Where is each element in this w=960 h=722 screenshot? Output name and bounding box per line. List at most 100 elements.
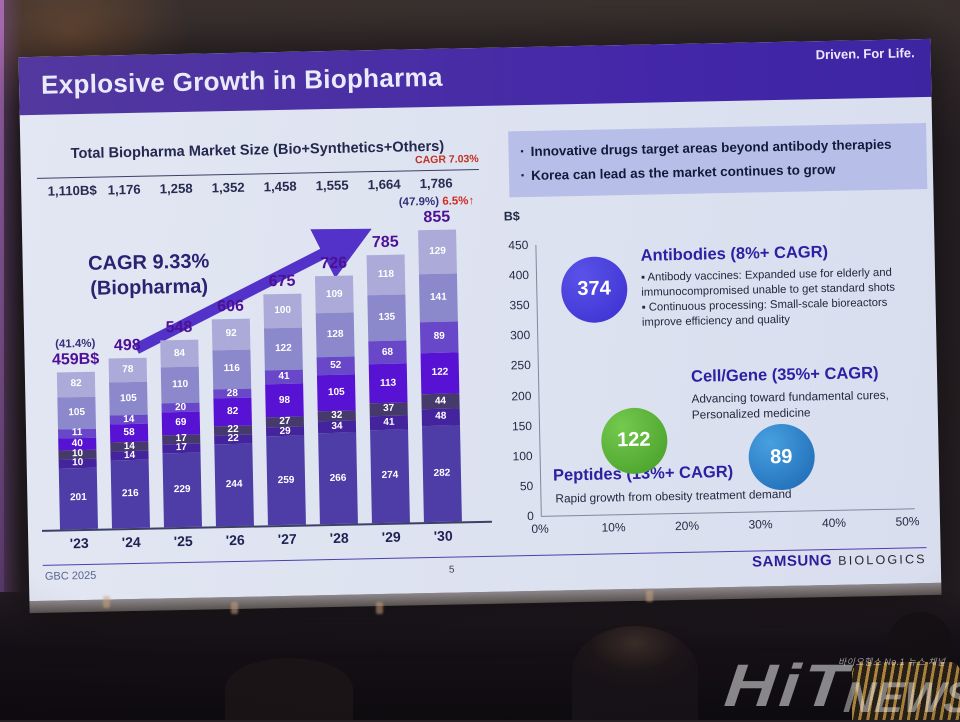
- stage-left-edge-glow: [0, 0, 22, 640]
- market-cagr-label: CAGR 7.03%: [414, 152, 479, 167]
- stacked-bar: 84 110 20 69 17 17 229: [160, 339, 202, 528]
- bar-segment: 118: [366, 254, 406, 296]
- bar-segment: 259: [266, 436, 306, 526]
- bar-year-label: '28: [329, 529, 349, 547]
- bar-segment: 113: [368, 363, 408, 404]
- footer-page-number: 5: [448, 564, 455, 576]
- bar-segment: 44: [421, 393, 460, 410]
- key-message-2-text: Korea can lead as the market continues t…: [531, 161, 836, 183]
- stacked-bar: 78 105 14 58 14 14 216: [108, 357, 150, 529]
- stacked-bar: 100 122 41 98 27 29 259: [263, 293, 306, 526]
- bubble-cellgene: 89: [747, 423, 815, 492]
- bar-year-label: '23: [69, 534, 89, 552]
- stage-light-dot: [231, 602, 238, 614]
- annotation-antibodies-body: ▪ Antibody vaccines: Expanded use for el…: [641, 265, 926, 331]
- key-message-1: ▪ Innovative drugs target areas beyond a…: [520, 137, 914, 161]
- bar-segment: 128: [315, 312, 355, 358]
- bubble-x-tick: 0%: [531, 521, 549, 537]
- bubble-peptides: 122: [600, 406, 668, 475]
- bar-total-label: 675: [268, 272, 296, 291]
- bar-total-label: 459B$: [51, 350, 100, 369]
- bar-segment: 100: [263, 293, 302, 329]
- brand-tagline: Driven. For Life.: [815, 45, 915, 63]
- bubble-x-tick: 20%: [674, 518, 700, 534]
- bubble-y-tick: 300: [510, 328, 531, 343]
- audience-head-silhouette: [225, 658, 353, 720]
- market-value: 1,786: [419, 175, 453, 192]
- bar-year-label: '30: [433, 527, 453, 544]
- bubble-y-tick: 400: [508, 268, 530, 283]
- bar-year-label: '27: [277, 530, 297, 548]
- stacked-bar: 82 105 11 40 10 10 201: [56, 371, 98, 530]
- bar-annotation: (41.4%): [55, 337, 96, 351]
- bar-total-label: 785: [371, 233, 399, 252]
- bar-total-label: 855: [423, 208, 451, 227]
- annotation-peptides-body: Rapid growth from obesity treatment dema…: [555, 485, 885, 507]
- slide: Explosive Growth in Biopharma Driven. Fo…: [18, 38, 942, 602]
- bar-segment: 98: [265, 383, 304, 418]
- bar-segment: 116: [212, 349, 252, 390]
- bar-segment: 105: [57, 396, 96, 430]
- bubble-x-tick: 50%: [895, 514, 920, 529]
- bar-segment: 129: [418, 229, 457, 275]
- samsung-logo: SAMSUNG: [751, 551, 833, 571]
- bubble-y-tick: 150: [511, 418, 533, 433]
- bubble-y-tick: 200: [511, 388, 532, 403]
- bar-segment: 105: [109, 382, 148, 416]
- bar-column: (41.4%) 459B$ 82 105 11 40 10 10 201: [49, 338, 105, 530]
- bar-segment: 48: [421, 408, 460, 426]
- bar-total-label: 548: [165, 318, 193, 337]
- bubble-x-axis-line: [540, 508, 915, 517]
- bubble-y-tick: 350: [509, 298, 530, 313]
- bar-total-label: 606: [217, 297, 245, 316]
- bar-column: 785 118 135 68 113 37 41 274: [359, 233, 417, 524]
- bubble-y-tick: 250: [510, 358, 531, 373]
- key-message-2: ▪ Korea can lead as the market continues…: [521, 160, 915, 184]
- bar-segment: 266: [318, 432, 358, 525]
- bar-segment: 41: [369, 414, 409, 430]
- bar-segment: 78: [108, 357, 148, 383]
- stacked-bar: 129 141 89 122 44 48 282: [418, 229, 462, 523]
- bubble-antibodies: 374: [560, 255, 628, 324]
- bar-segment: 201: [58, 467, 98, 530]
- hitnews-logo-news: NEWS: [841, 674, 960, 722]
- annotation-antibodies-heading: Antibodies (8%+ CAGR): [640, 243, 829, 265]
- bubble-y-axis-label: B$: [503, 209, 520, 224]
- hitnews-tagline: 바이오헬스 No.1 뉴스 채널: [838, 657, 946, 667]
- bar-column: 726 109 128 52 105 32 34 266: [308, 254, 365, 525]
- bubble-y-tick: 100: [512, 448, 533, 464]
- bubble-y-axis-line: [535, 244, 542, 516]
- bar-column: 675 100 122 41 98 27 29 259: [256, 272, 313, 526]
- stacked-bar: 92 116 28 82 22 22 244: [211, 318, 254, 527]
- bar-segment: 105: [316, 374, 356, 411]
- annotation-cellgene-heading: Cell/Gene (35%+ CAGR): [690, 364, 879, 386]
- annotation-cellgene-body: Advancing toward fundamental cures, Pers…: [691, 387, 941, 424]
- stage-light-dot: [376, 602, 383, 614]
- bar-segment: 229: [162, 452, 202, 528]
- key-messages-box: ▪ Innovative drugs target areas beyond a…: [508, 123, 928, 198]
- bullet-square-icon: ▪: [520, 146, 524, 157]
- audience-head-silhouette: [572, 626, 698, 720]
- bar-segment: 82: [213, 397, 252, 427]
- bar-column: 606 92 116 28 82 22 22 244: [204, 297, 261, 527]
- bar-column: (47.9%) 6.5%↑ 855 129 141 89 122 44 48 282: [399, 195, 474, 523]
- bar-segment: 34: [317, 420, 357, 434]
- bar-annotation: (47.9%) 6.5%↑: [398, 195, 475, 209]
- bar-segment: 122: [264, 327, 303, 371]
- press-watermark: HiT 바이오헬스 No.1 뉴스 채널 NEWS: [722, 652, 960, 722]
- bar-year-label: '24: [121, 533, 141, 551]
- stacked-bar: 118 135 68 113 37 41 274: [366, 254, 410, 524]
- bullet-square-icon: ▪: [520, 169, 525, 180]
- bar-segment: 68: [368, 340, 407, 365]
- bar-year-label: '26: [225, 531, 245, 549]
- bar-total-label: 726: [320, 254, 348, 273]
- stage-background-bottom: [0, 592, 960, 720]
- bar-segment: 122: [420, 352, 460, 395]
- bar-column: 548 84 110 20 69 17 17 229: [153, 319, 209, 528]
- bar-segment: 82: [56, 371, 96, 398]
- bar-total-label: 498: [113, 336, 141, 355]
- stage-light-dot: [103, 596, 110, 608]
- bar-segment: 244: [214, 443, 254, 527]
- footer-event-label: GBC 2025: [44, 569, 97, 583]
- striped-shirt: [852, 662, 960, 720]
